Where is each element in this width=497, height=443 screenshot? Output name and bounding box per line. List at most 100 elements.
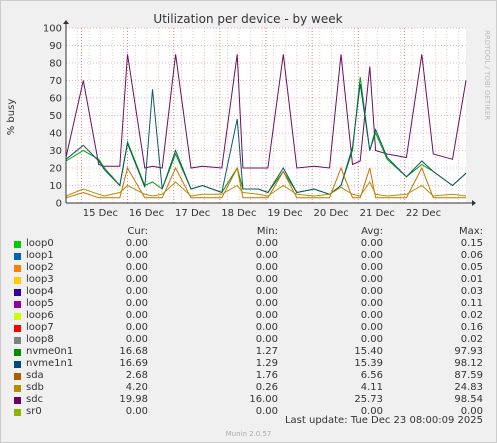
legend-max: 0.16 [460,322,483,333]
legend-avg: 6.56 [360,370,383,381]
legend-avg: 0.00 [360,310,383,321]
series-lines [65,54,467,199]
legend-max: 0.11 [460,298,483,309]
legend-cur: 0.00 [125,262,148,273]
legend-swatch [14,361,21,368]
y-tick-label: 10 [49,181,62,192]
legend-row: sr0 0.00 0.00 0.00 0.00 [0,406,497,418]
legend-max: 0.02 [460,334,483,345]
legend-min: 0.00 [255,322,278,333]
y-tick-label: 80 [49,59,62,70]
x-tick-label: 15 Dec [83,208,118,219]
legend-min: 16.00 [249,394,278,405]
legend-name: loop3 [26,274,54,285]
legend-cur: 0.00 [125,298,148,309]
legend-name: loop0 [26,238,54,249]
legend-swatch [14,385,21,392]
header-cur: Cur: [127,226,148,237]
legend-row: sda 2.68 1.76 6.56 87.59 [0,370,497,382]
legend-avg: 0.00 [360,238,383,249]
legend-name: loop4 [26,286,54,297]
legend-max: 0.05 [460,262,483,273]
legend-swatch [14,253,21,260]
legend-name: sr0 [26,406,42,417]
x-tick-label: 21 Dec [360,208,395,219]
legend-cur: 0.00 [125,322,148,333]
legend-avg: 15.39 [354,358,383,369]
legend-avg: 15.40 [354,346,383,357]
legend-name: nvme1n1 [26,358,74,369]
legend-swatch [14,301,21,308]
legend-max: 24.83 [454,382,483,393]
legend-swatch [14,265,21,272]
legend-avg: 4.11 [360,382,383,393]
legend-name: loop6 [26,310,54,321]
header-avg: Avg: [361,226,383,237]
legend-name: sda [26,370,44,381]
y-tick-label: 20 [49,164,62,175]
legend-cur: 0.00 [125,250,148,261]
y-tick-label: 90 [49,41,62,52]
y-tick-label: 60 [49,94,62,105]
legend-max: 0.01 [460,274,483,285]
legend-row: loop1 0.00 0.00 0.00 0.06 [0,250,497,262]
legend-min: 0.00 [255,406,278,417]
legend-max: 97.93 [454,346,483,357]
legend-avg: 0.00 [360,334,383,345]
series-sdb-line [65,180,467,197]
legend-min: 0.00 [255,286,278,297]
legend-cur: 0.00 [125,406,148,417]
legend-max: 87.59 [454,370,483,381]
legend-max: 0.15 [460,238,483,249]
legend-row: loop4 0.00 0.00 0.00 0.03 [0,286,497,298]
legend-max: 98.54 [454,394,483,405]
y-tick-label: 70 [49,76,62,87]
series-nvme1n1-line [65,83,467,195]
legend-row: loop6 0.00 0.00 0.00 0.02 [0,310,497,322]
legend-swatch [14,313,21,320]
x-tick-label: 19 Dec [267,208,302,219]
legend-min: 1.76 [255,370,278,381]
x-tick-label: 17 Dec [175,208,210,219]
y-tick-label: 100 [43,24,62,35]
y-tick-label: 0 [56,199,62,210]
legend-row: nvme1n1 16.69 1.29 15.39 98.12 [0,358,497,370]
legend-row: loop2 0.00 0.00 0.00 0.05 [0,262,497,274]
legend-cur: 16.69 [119,358,148,369]
legend-name: nvme0n1 [26,346,74,357]
legend-swatch [14,289,21,296]
legend-cur: 2.68 [125,370,148,381]
legend-row: loop5 0.00 0.00 0.00 0.11 [0,298,497,310]
legend-swatch [14,349,21,356]
utilization-chart: Utilization per device - by week % busy … [6,12,491,219]
legend-cur: 0.00 [125,310,148,321]
legend-max: 98.12 [454,358,483,369]
legend-min: 0.26 [255,382,278,393]
legend-cur: 0.00 [125,274,148,285]
legend-swatch [14,325,21,332]
legend-header: Cur: Min: Avg: Max: [0,226,497,238]
legend-swatch [14,241,21,248]
y-tick-labels: 0 10 20 30 40 50 60 70 80 90 100 [43,24,62,210]
legend-min: 0.00 [255,274,278,285]
legend-name: loop5 [26,298,54,309]
legend-max: 0.06 [460,250,483,261]
y-tick-label: 50 [49,111,62,122]
legend-cur: 16.68 [119,346,148,357]
legend-max: 0.00 [460,406,483,417]
legend-swatch [14,373,21,380]
legend-min: 0.00 [255,298,278,309]
legend-swatch [14,277,21,284]
legend-name: sdb [26,382,44,393]
legend-min: 1.29 [255,358,278,369]
legend-swatch [14,337,21,344]
header-min: Min: [256,226,278,237]
y-tick-label: 40 [49,129,62,140]
x-axis-arrow [472,200,476,206]
legend-avg: 0.00 [360,286,383,297]
legend-row: nvme0n1 16.68 1.27 15.40 97.93 [0,346,497,358]
legend-cur: 4.20 [125,382,148,393]
legend-avg: 0.00 [360,406,383,417]
legend-row: sdc 19.98 16.00 25.73 98.54 [0,394,497,406]
legend-name: loop7 [26,322,54,333]
